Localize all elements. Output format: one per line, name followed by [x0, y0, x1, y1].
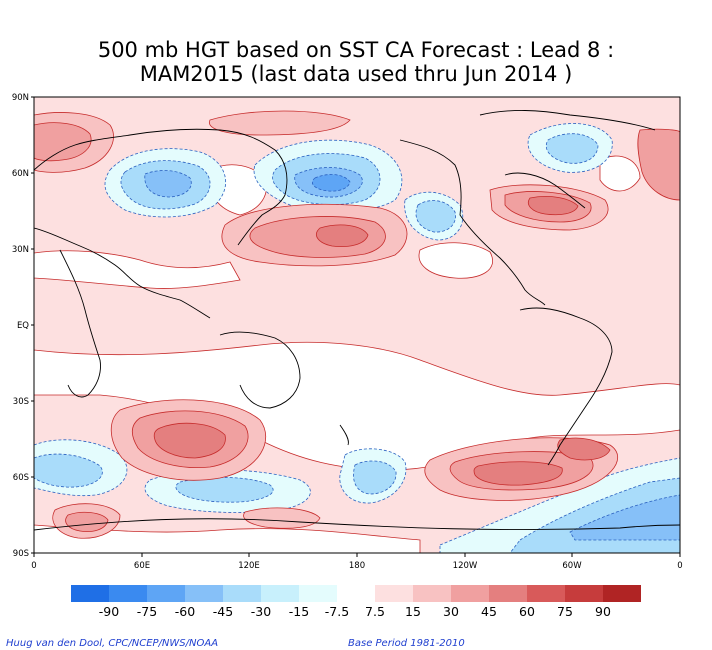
lon-label-0: 0 [31, 561, 36, 571]
lat-label-30n: 30N [12, 245, 29, 255]
lat-label-90s: 90S [13, 549, 29, 559]
lat-label-eq: EQ [17, 321, 29, 331]
colorbar-tick-label: -45 [212, 604, 234, 619]
colorbar-box [451, 585, 489, 602]
colorbar-box [527, 585, 565, 602]
colorbar-tick-label: 15 [405, 604, 421, 619]
coastlines [34, 110, 680, 531]
colorbar-tick-label: 90 [595, 604, 611, 619]
colorbar-tick-label: 7.5 [365, 604, 385, 619]
lon-axis: 0 60E 120E 180 120W 60W 0 [31, 553, 683, 571]
colorbar-tick-label: 60 [519, 604, 535, 619]
lon-label-60e: 60E [134, 561, 150, 571]
colorbar-tick-label: -15 [288, 604, 310, 619]
lat-label-60s: 60S [13, 473, 29, 483]
colorbar-tick-label: -30 [250, 604, 272, 619]
positive-anomaly-regions [34, 110, 680, 539]
colorbar-tick-label: -7.5 [324, 604, 350, 619]
colorbar-box [603, 585, 641, 602]
colorbar-box [489, 585, 527, 602]
chart-title-line-2: MAM2015 (last data used thru Jun 2014 ) [139, 62, 573, 86]
colorbar-tick-label: 30 [443, 604, 459, 619]
colorbar-box [223, 585, 261, 602]
colorbar-box [261, 585, 299, 602]
lat-axis: 90N 60N 30N EQ 30S 60S 90S [12, 93, 34, 559]
lat-label-60n: 60N [12, 169, 29, 179]
colorbar-box [299, 585, 337, 602]
lon-label-60w: 60W [562, 561, 582, 571]
negative-anomaly-regions [34, 123, 680, 553]
colorbar-tick-label: 45 [481, 604, 497, 619]
colorbar-tick-label: -90 [98, 604, 120, 619]
lat-label-90n: 90N [12, 93, 29, 103]
colorbar-box [413, 585, 451, 602]
chart-title-line-1: 500 mb HGT based on SST CA Forecast : Le… [97, 38, 615, 62]
lon-label-120w: 120W [453, 561, 478, 571]
lon-label-180: 180 [349, 561, 365, 571]
colorbar-tick-label: -60 [174, 604, 196, 619]
colorbar-box [109, 585, 147, 602]
map-field [34, 97, 680, 553]
colorbar-box [71, 585, 109, 602]
colorbar [71, 585, 641, 602]
colorbar-box [147, 585, 185, 602]
author-credit: Huug van den Dool, CPC/NCEP/NWS/NOAA [6, 638, 219, 649]
lat-label-30s: 30S [13, 397, 29, 407]
colorbar-box [375, 585, 413, 602]
colorbar-box [565, 585, 603, 602]
lon-label-0-east: 0 [677, 561, 682, 571]
lon-label-120e: 120E [238, 561, 260, 571]
colorbar-box [185, 585, 223, 602]
base-period-note: Base Period 1981-2010 [348, 638, 465, 649]
colorbar-tick-label: -75 [136, 604, 158, 619]
colorbar-tick-label: 75 [557, 604, 573, 619]
colorbar-box [337, 585, 375, 602]
